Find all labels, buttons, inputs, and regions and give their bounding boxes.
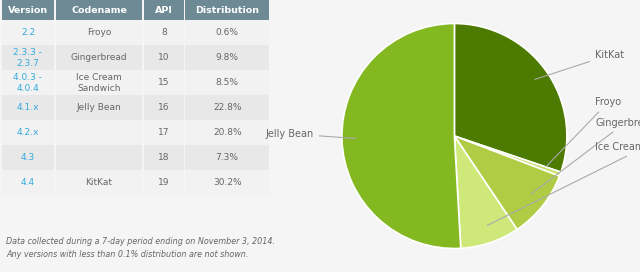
Text: 0.6%: 0.6%	[216, 28, 239, 37]
Bar	[186, 70, 269, 95]
Text: 8.5%: 8.5%	[216, 78, 239, 87]
Bar	[1, 95, 54, 120]
Text: 20.8%: 20.8%	[213, 128, 241, 137]
Text: 4.2.x: 4.2.x	[17, 128, 39, 137]
Text: Gingerbread: Gingerbread	[531, 118, 640, 194]
Text: 18: 18	[158, 153, 170, 162]
Bar	[186, 0, 269, 20]
Bar	[56, 170, 143, 195]
Bar	[1, 0, 54, 20]
Bar	[1, 120, 54, 145]
Bar	[186, 45, 269, 70]
Bar	[144, 45, 184, 70]
Text: 30.2%: 30.2%	[213, 178, 241, 187]
Bar	[56, 0, 143, 20]
Text: Codename: Codename	[71, 6, 127, 15]
Bar	[186, 120, 269, 145]
Text: 4.0.3 -
4.0.4: 4.0.3 - 4.0.4	[13, 73, 42, 93]
Bar	[1, 145, 54, 170]
Text: 19: 19	[158, 178, 170, 187]
Bar	[144, 145, 184, 170]
Text: Jelly Bean: Jelly Bean	[266, 129, 356, 139]
Text: KitKat: KitKat	[535, 50, 624, 79]
Bar	[144, 20, 184, 45]
Text: 9.8%: 9.8%	[216, 53, 239, 62]
Text: Ice Cream
Sandwich: Ice Cream Sandwich	[76, 73, 122, 93]
Wedge shape	[454, 136, 561, 176]
Text: Froyo: Froyo	[547, 97, 621, 166]
Text: 8: 8	[161, 28, 167, 37]
Text: 2.3.3 -
2.3.7: 2.3.3 - 2.3.7	[13, 48, 42, 68]
Bar	[56, 70, 143, 95]
Bar	[186, 145, 269, 170]
Text: 15: 15	[158, 78, 170, 87]
Text: 4.4: 4.4	[21, 178, 35, 187]
Bar	[56, 120, 143, 145]
Text: 2.2: 2.2	[21, 28, 35, 37]
Bar	[56, 20, 143, 45]
Text: KitKat: KitKat	[86, 178, 113, 187]
Bar	[1, 70, 54, 95]
Bar	[56, 45, 143, 70]
Text: 17: 17	[158, 128, 170, 137]
Text: Gingerbread: Gingerbread	[70, 53, 127, 62]
Text: 4.1.x: 4.1.x	[17, 103, 39, 112]
Wedge shape	[454, 136, 559, 229]
Bar	[144, 70, 184, 95]
Text: Distribution: Distribution	[195, 6, 259, 15]
Bar	[1, 45, 54, 70]
Bar	[56, 145, 143, 170]
Text: Data collected during a 7-day period ending on November 3, 2014.
Any versions wi: Data collected during a 7-day period end…	[6, 237, 275, 259]
Text: API: API	[155, 6, 173, 15]
Bar	[144, 0, 184, 20]
Bar	[144, 120, 184, 145]
Bar	[186, 20, 269, 45]
Text: Froyo: Froyo	[87, 28, 111, 37]
Bar	[186, 170, 269, 195]
Text: Version: Version	[8, 6, 48, 15]
Text: 10: 10	[158, 53, 170, 62]
Bar	[1, 20, 54, 45]
Text: 22.8%: 22.8%	[213, 103, 241, 112]
Text: Ice Cream Sandwich: Ice Cream Sandwich	[487, 142, 640, 225]
Bar	[56, 95, 143, 120]
Text: 7.3%: 7.3%	[216, 153, 239, 162]
Wedge shape	[454, 23, 567, 172]
Bar	[1, 170, 54, 195]
Text: 4.3: 4.3	[21, 153, 35, 162]
Wedge shape	[342, 23, 461, 249]
Text: 16: 16	[158, 103, 170, 112]
Bar	[144, 170, 184, 195]
Text: Jelly Bean: Jelly Bean	[77, 103, 122, 112]
Bar	[144, 95, 184, 120]
Wedge shape	[454, 136, 517, 248]
Bar	[186, 95, 269, 120]
